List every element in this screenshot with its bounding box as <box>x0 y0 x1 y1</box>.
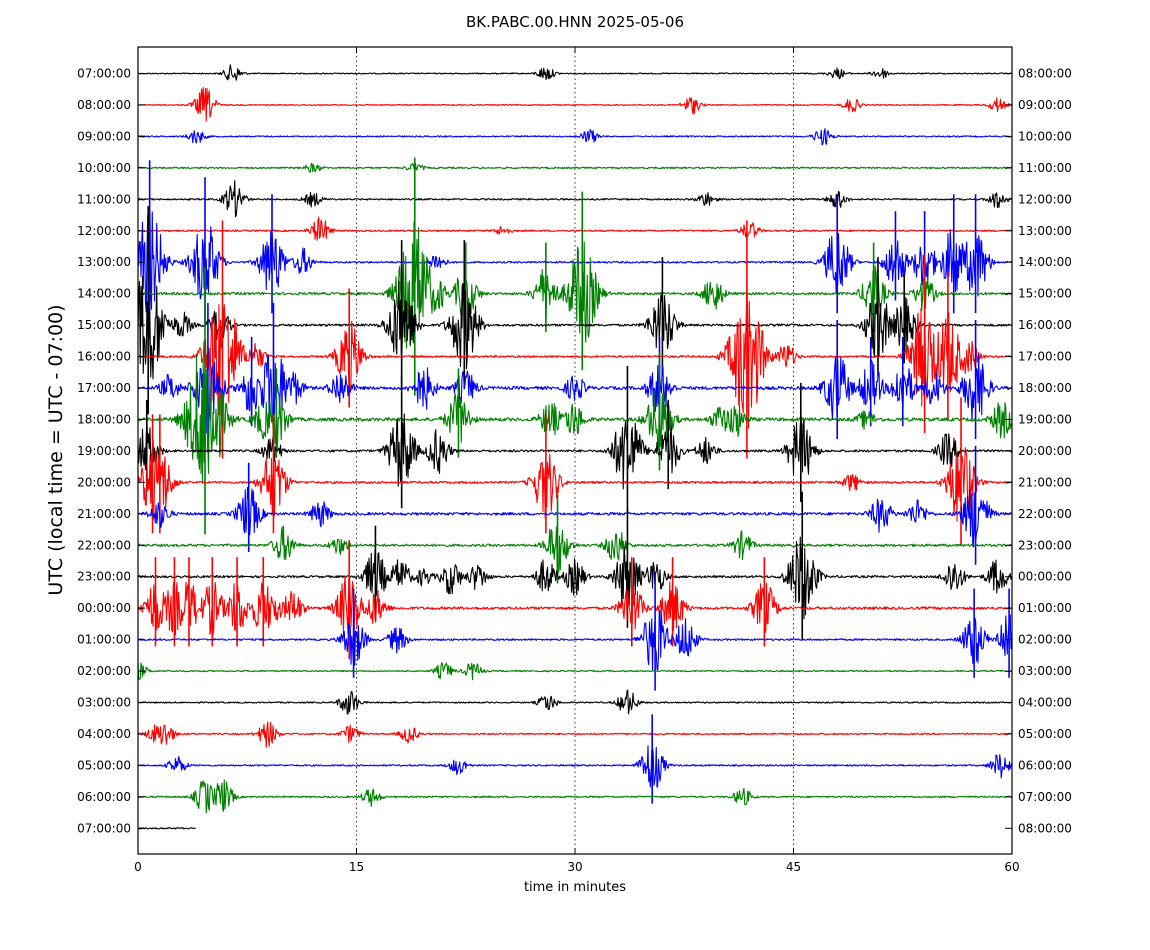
right-label-23: 07:00:00 <box>1018 790 1072 804</box>
trace-row-24 <box>137 827 196 830</box>
right-time-labels: 08:00:00 09:00:00 10:00:00 11:00:00 12:00:00… <box>1018 67 1072 836</box>
trace-row-22 <box>137 745 1013 788</box>
left-label-4: 11:00:00 <box>77 192 131 206</box>
trace-row-0 <box>137 64 1012 81</box>
trace-row-13 <box>137 447 1012 522</box>
trace-row-4 <box>137 180 1013 218</box>
trace-row-14 <box>137 486 1012 548</box>
x-axis-label: time in minutes <box>524 880 626 895</box>
right-label-9: 17:00:00 <box>1018 350 1072 364</box>
right-label-3: 11:00:00 <box>1018 161 1072 175</box>
trace-row-7 <box>137 221 1013 349</box>
left-label-17: 00:00:00 <box>77 601 131 615</box>
right-label-22: 06:00:00 <box>1018 758 1072 772</box>
right-label-1: 09:00:00 <box>1018 98 1072 112</box>
right-label-10: 18:00:00 <box>1018 381 1072 395</box>
right-label-0: 08:00:00 <box>1018 67 1072 81</box>
trace-row-9 <box>137 284 1012 429</box>
left-label-22: 05:00:00 <box>77 758 131 772</box>
left-label-3: 10:00:00 <box>77 161 131 175</box>
axis-ticks <box>137 47 1013 854</box>
left-label-8: 15:00:00 <box>77 318 131 332</box>
left-label-0: 07:00:00 <box>77 67 131 81</box>
right-label-2: 10:00:00 <box>1018 129 1072 143</box>
left-label-12: 19:00:00 <box>77 444 131 458</box>
left-label-24: 07:00:00 <box>77 821 131 835</box>
right-label-15: 23:00:00 <box>1018 538 1072 552</box>
trace-row-1 <box>137 87 1013 122</box>
y-axis-label: UTC (local time = UTC - 07:00) <box>45 304 67 595</box>
left-label-16: 23:00:00 <box>77 570 131 584</box>
left-label-1: 08:00:00 <box>77 98 131 112</box>
trace-row-21 <box>137 721 1013 748</box>
trace-row-11 <box>137 355 1013 482</box>
trace-row-20 <box>137 689 1012 715</box>
right-label-16: 00:00:00 <box>1018 570 1072 584</box>
left-label-18: 01:00:00 <box>77 633 131 647</box>
right-label-21: 05:00:00 <box>1018 727 1072 741</box>
right-label-7: 15:00:00 <box>1018 287 1072 301</box>
right-label-12: 20:00:00 <box>1018 444 1072 458</box>
left-label-5: 12:00:00 <box>77 224 131 238</box>
x-tick-label-0: 0 <box>134 860 142 874</box>
trace-row-3 <box>137 162 1013 173</box>
right-label-5: 13:00:00 <box>1018 224 1072 238</box>
x-tick-label-45: 45 <box>786 860 801 874</box>
right-label-4: 12:00:00 <box>1018 192 1072 206</box>
right-label-13: 21:00:00 <box>1018 475 1072 489</box>
trace-row-12 <box>137 413 1012 490</box>
right-label-19: 03:00:00 <box>1018 664 1072 678</box>
x-tick-label-15: 15 <box>349 860 364 874</box>
trace-row-2 <box>137 128 1012 146</box>
left-label-14: 21:00:00 <box>77 507 131 521</box>
left-label-20: 03:00:00 <box>77 696 131 710</box>
trace-row-10 <box>137 353 1013 434</box>
right-label-14: 22:00:00 <box>1018 507 1072 521</box>
left-label-11: 18:00:00 <box>77 412 131 426</box>
right-label-18: 02:00:00 <box>1018 633 1072 647</box>
left-label-15: 22:00:00 <box>77 538 131 552</box>
right-label-11: 19:00:00 <box>1018 412 1072 426</box>
left-label-13: 20:00:00 <box>77 475 131 489</box>
left-label-2: 09:00:00 <box>77 129 131 143</box>
x-tick-label-30: 30 <box>567 860 582 874</box>
right-label-24: 08:00:00 <box>1018 821 1072 835</box>
trace-row-17 <box>137 575 1012 637</box>
right-label-6: 14:00:00 <box>1018 255 1072 269</box>
seismic-traces <box>137 64 1013 830</box>
left-time-labels: 07:00:00 08:00:00 09:00:00 10:00:00 11:00:00… <box>77 67 131 836</box>
trace-row-18 <box>137 609 1013 672</box>
trace-row-23 <box>137 779 1013 814</box>
trace-row-5 <box>137 216 1013 241</box>
trace-row-16 <box>137 536 1013 620</box>
right-label-17: 01:00:00 <box>1018 601 1072 615</box>
left-label-6: 13:00:00 <box>77 255 131 269</box>
trace-row-8 <box>137 275 1012 380</box>
left-label-19: 02:00:00 <box>77 664 131 678</box>
trace-row-19 <box>137 662 1013 681</box>
chart-title: BK.PABC.00.HNN 2025-05-06 <box>466 13 684 31</box>
left-label-9: 16:00:00 <box>77 350 131 364</box>
trace-row-6 <box>137 211 1013 313</box>
right-label-20: 04:00:00 <box>1018 696 1072 710</box>
left-label-7: 14:00:00 <box>77 287 131 301</box>
x-tick-labels: 0 15 30 45 60 <box>134 860 1019 874</box>
left-label-21: 04:00:00 <box>77 727 131 741</box>
left-label-23: 06:00:00 <box>77 790 131 804</box>
x-tick-label-60: 60 <box>1004 860 1019 874</box>
left-label-10: 17:00:00 <box>77 381 131 395</box>
right-label-8: 16:00:00 <box>1018 318 1072 332</box>
trace-row-15 <box>137 525 1013 573</box>
